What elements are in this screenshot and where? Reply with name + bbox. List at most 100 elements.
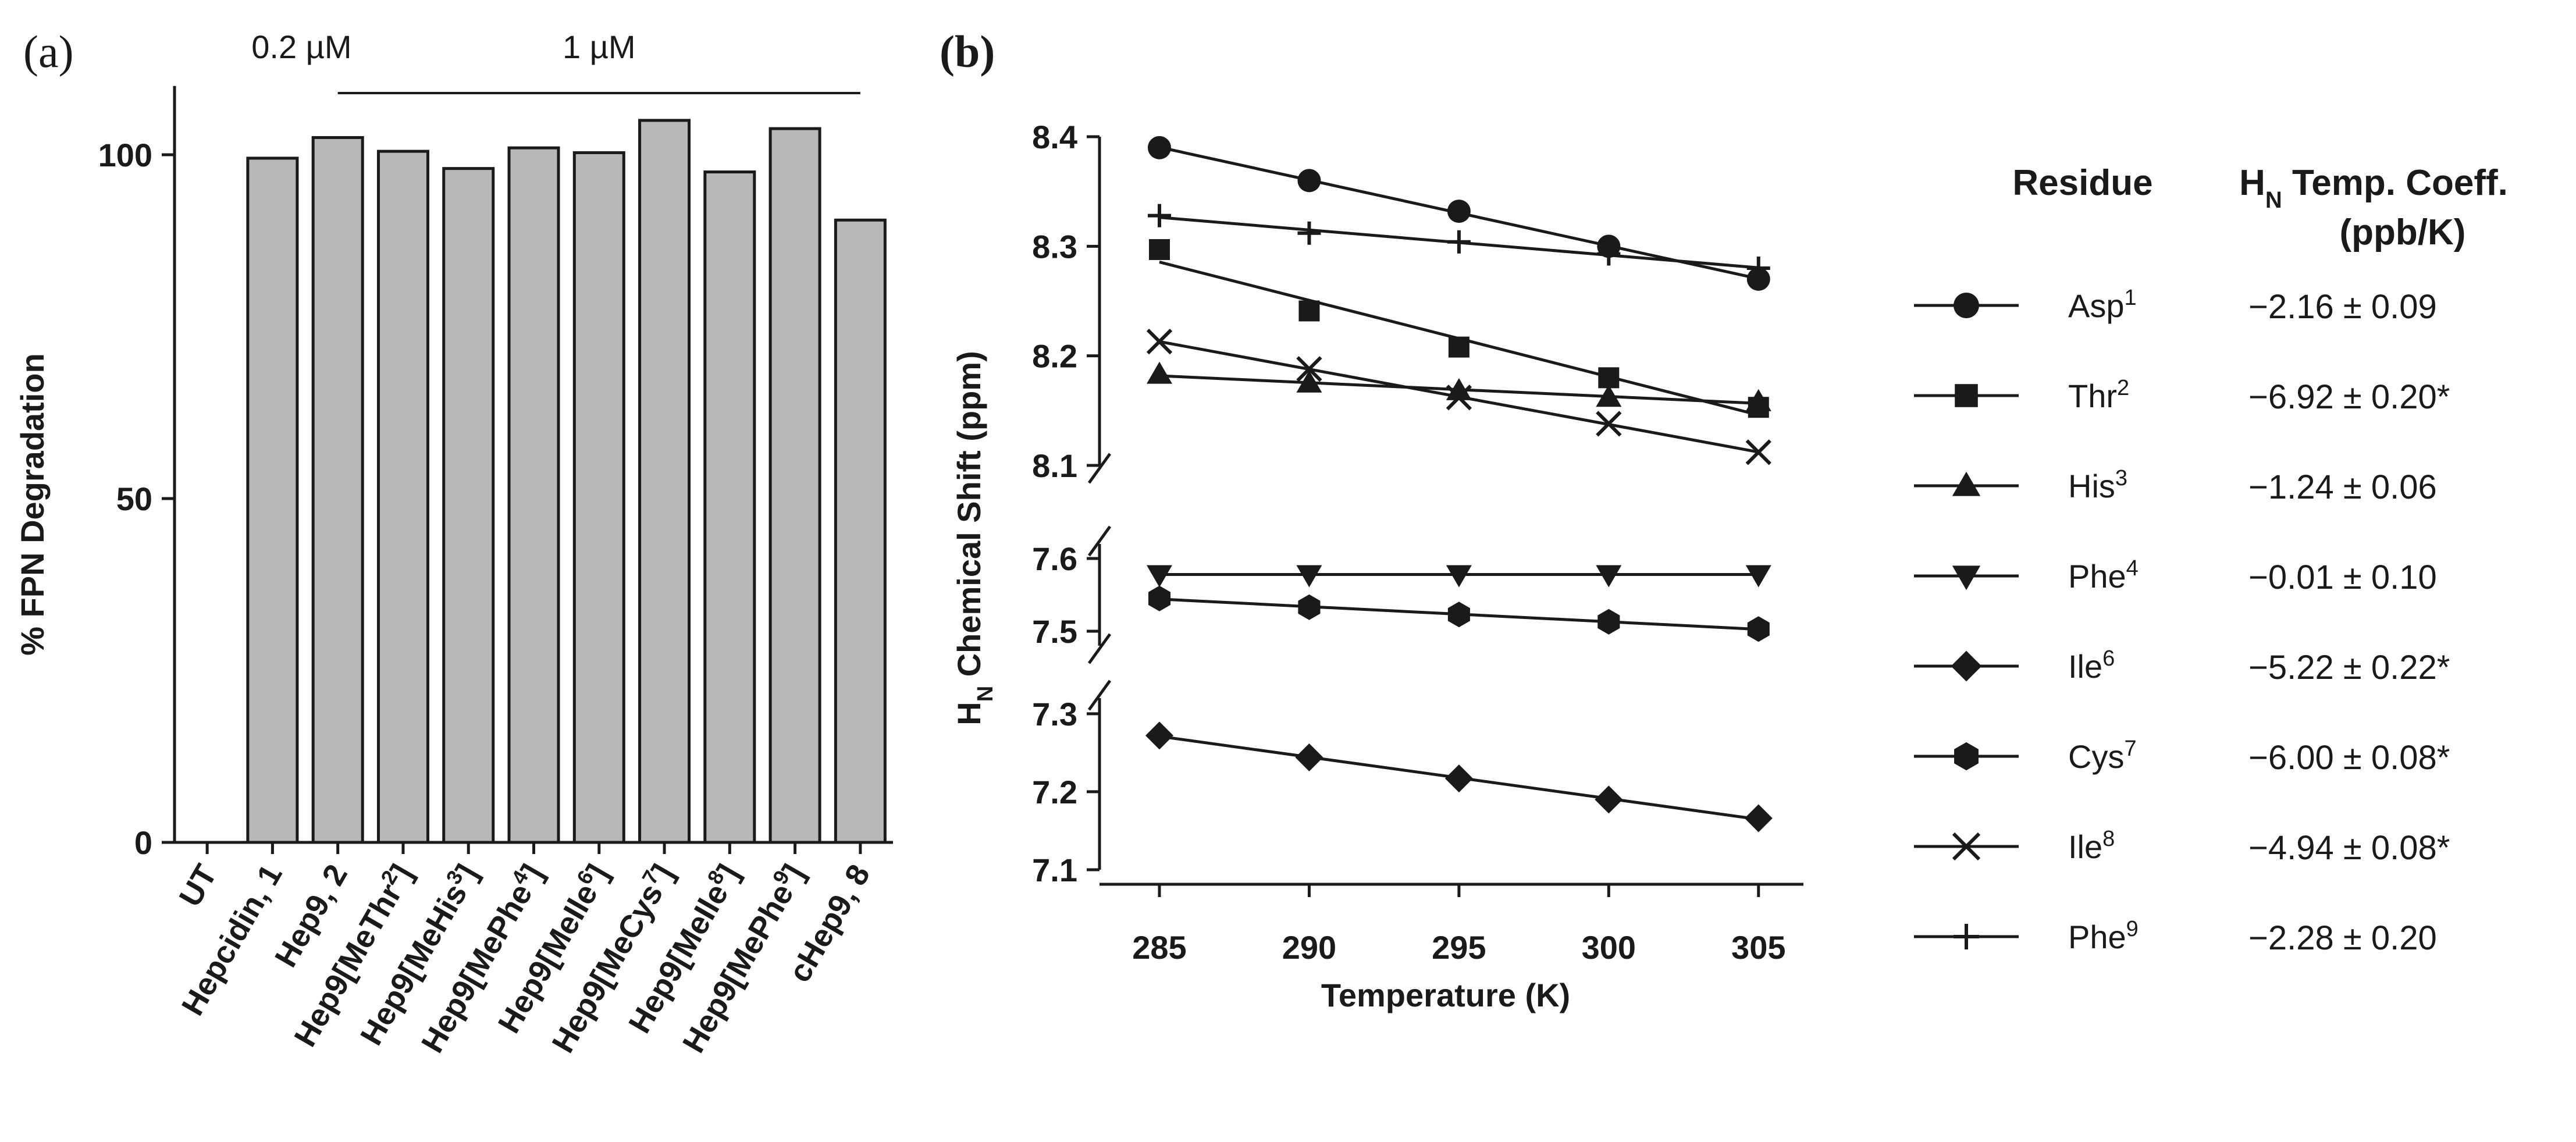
panel-b-series-ile8 [1146,329,1771,465]
legend-row: Ile6 −5.22 ± 0.22* [1914,646,2450,686]
panel-b-data-point [1296,565,1322,588]
panel-b-y-axis-title: HN Chemical Shift (ppm) [951,351,998,725]
panel-b-y-tick-label: 7.6 [1032,540,1077,577]
legend-residue-sup: 4 [2126,556,2139,581]
panel-b-axis-break [1087,633,1112,664]
panel-a-bar [246,156,299,844]
panel-b-data-point [1296,356,1322,382]
panel-a-bar [638,119,691,844]
panel-b-y-tick-label: 8.4 [1032,119,1077,155]
panel-b-series-asp1 [1147,136,1770,291]
panel-b-y-tick-label: 8.3 [1032,228,1077,265]
legend-coeff-header: HN Temp. Coeff. [2239,163,2508,213]
legend-coeff-header-rest: Temp. Coeff. [2282,163,2508,203]
legend-coeff-header-main: H [2239,163,2265,203]
panel-a-bar [442,167,495,844]
legend-row: Ile8 −4.94 ± 0.08* [1914,827,2450,867]
panel-b-y-tick-label: 7.5 [1032,613,1077,650]
panel-b-data-point [1596,411,1622,437]
legend-residue-name: Ile [2068,648,2102,685]
legend-residue-sup: 6 [2102,646,2115,671]
legend-row: Thr2 −6.92 ± 0.20* [1914,376,2450,416]
panel-b-data-point [1446,385,1472,411]
panel-a-y-tick-label: 0 [134,824,152,861]
panel-b-data-point [1148,239,1170,260]
panel-b-y-axis-title-main: H [951,702,987,725]
panel-b-x-tick-label: 295 [1432,929,1486,966]
panel-b-x-tick-label: 290 [1282,929,1336,966]
panel-b-data-point [1446,565,1472,588]
legend-residue-name: His [2068,468,2115,504]
legend-row: Asp1 −2.16 ± 0.09 [1914,286,2437,326]
legend-residue-label: Cys7 [2068,737,2137,775]
legend-coeff-header-line2: (ppb/K) [2340,212,2466,252]
panel-a-y-tick-label: 50 [116,481,152,517]
panel-b-data-point [1146,361,1172,384]
panel-b-x-tick-label: 305 [1731,929,1785,966]
panel-b-y-tick-label: 8.1 [1032,447,1077,484]
panel-b-data-point [1146,329,1173,355]
panel-b-line-chart: (b) 8.1 8.2 8.3 8.4 7.5 7.6 7.1 7.2 7.3 285 290 295 3… [940,26,1803,1013]
panel-b-data-point [1744,804,1773,833]
legend-marker [1951,650,1982,682]
panel-b-data-point [1297,169,1321,193]
panel-b-data-point [1147,204,1171,227]
legend-coeff-value: −0.01 ± 0.10 [2248,558,2437,596]
panel-b-data-point [1597,609,1620,635]
legend-residue-label: His3 [2068,466,2127,504]
panel-b-data-point [1745,389,1771,411]
panel-a-bar [311,136,364,844]
legend-coeff-value: −4.94 ± 0.08* [2248,829,2450,867]
legend-residue-label: Ile8 [2068,827,2115,865]
legend-residue-sup: 2 [2117,376,2129,400]
panel-b-data-point [1298,300,1320,322]
legend-coeff-value: −6.00 ± 0.08* [2248,739,2450,777]
panel-b-x-tick-label: 300 [1582,929,1636,966]
legend-marker [1955,384,1978,407]
legend-marker [1954,924,1979,949]
panel-b-data-point [1295,743,1323,771]
legend-coeff-value: −5.22 ± 0.22* [2248,649,2450,686]
panel-b-label: (b) [940,26,995,77]
panel-b-series-ile6 [1145,721,1773,833]
panel-a-annotation-label: 1 µM [563,29,636,65]
legend-marker [1954,293,1979,318]
panel-a-y-tick-label: 100 [98,137,152,173]
legend-row: Phe4 −0.01 ± 0.10 [1914,556,2437,596]
legend-residue-label: Thr2 [2068,376,2129,414]
panel-b-data-point [1745,439,1771,465]
panel-b-y-tick-label: 7.1 [1032,852,1077,888]
legend-coeff-header-sub: N [2265,187,2282,213]
panel-b-data-point [1447,602,1470,628]
legend-marker [1952,471,1981,496]
panel-b-y-axis-title-rest: Chemical Shift (ppm) [951,351,987,686]
panel-a-y-axis-title: % FPN Degradation [14,353,51,656]
legend-marker [1954,742,1979,771]
legend-residue-name: Asp [2068,287,2125,324]
panel-b-x-axis-title: Temperature (K) [1321,977,1570,1013]
panel-a-annotation-label: 0.2 µM [251,29,351,65]
legend-residue-name: Phe [2068,919,2126,955]
legend-row: His3 −1.24 ± 0.06 [1914,466,2437,506]
legend-row: Cys7 −6.00 ± 0.08* [1914,737,2450,777]
legend-coeff-value: −1.24 ± 0.06 [2248,468,2437,506]
legend-residue-header: Residue [2012,163,2152,203]
panel-b-series-phe9 [1147,204,1770,280]
panel-a-bar [376,150,429,844]
panel-b-axis-break [1087,525,1112,557]
legend-residue-name: Ile [2068,828,2102,865]
panel-b-data-point [1447,230,1471,254]
legend-residue-name: Cys [2068,738,2124,775]
panel-b-series-phe4 [1146,565,1771,588]
panel-a-bar [507,146,560,844]
legend-row: Phe9 −2.28 ± 0.20 [1914,917,2437,957]
panel-b-axis-break [1087,453,1112,484]
legend-residue-sup: 9 [2126,917,2139,941]
panel-b-y-tick-label: 8.2 [1032,338,1077,375]
panel-b-data-point [1145,721,1173,750]
panel-a-bar [572,151,625,844]
legend-residue-label: Phe9 [2068,917,2139,955]
panel-b-data-point [1298,594,1321,620]
